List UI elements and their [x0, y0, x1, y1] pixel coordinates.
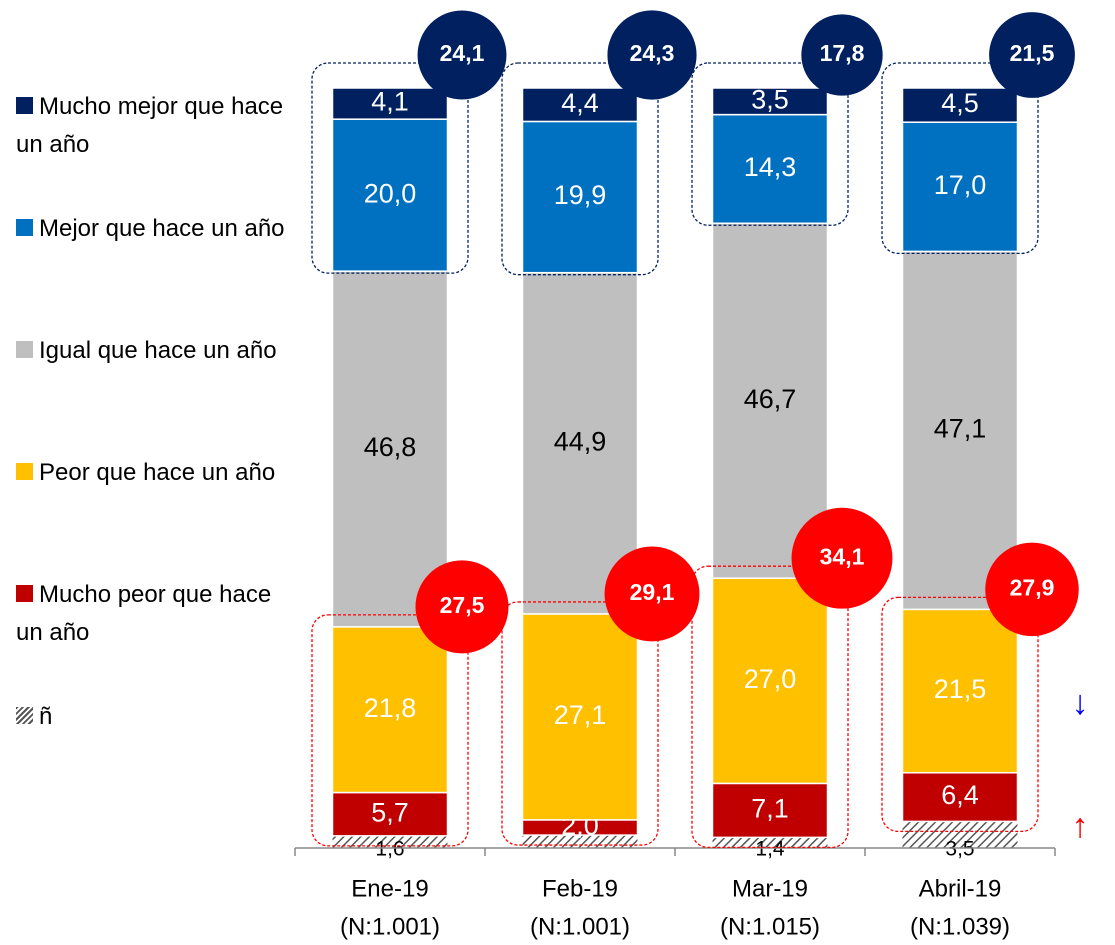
bar-segment [521, 613, 639, 821]
data-label: 46,7 [744, 384, 797, 414]
bar-segment [711, 87, 829, 116]
bar-segment [901, 250, 1019, 611]
legend-label: Mucho peor que hace un año [16, 581, 272, 646]
legend-swatch [16, 219, 33, 236]
x-tick-note: (N:1.015) [720, 913, 820, 940]
x-tick-note: (N:1.001) [530, 913, 630, 940]
bar-segment [331, 118, 449, 272]
bar-segment [711, 113, 829, 225]
data-label: 21,5 [934, 674, 987, 704]
group-box [311, 62, 469, 274]
legend-swatch [16, 463, 33, 480]
bar-segment [521, 271, 639, 615]
data-label: 20,0 [364, 178, 417, 208]
group-box [311, 614, 469, 847]
total-label: 24,3 [630, 40, 675, 66]
data-label: 14,3 [744, 152, 797, 182]
data-label: 7,1 [751, 794, 789, 824]
group-box [691, 62, 849, 226]
legend-swatch [16, 585, 33, 602]
total-label: 17,8 [820, 40, 865, 66]
total-label: 34,1 [820, 543, 865, 569]
total-circle [607, 10, 697, 100]
legend-swatch [16, 341, 33, 358]
bar-segment [902, 821, 1018, 848]
legend-item: Mucho peor que hace un año [16, 576, 286, 652]
group-box [501, 601, 659, 846]
bar-segment [711, 577, 829, 785]
total-circle [985, 542, 1079, 637]
legend-swatch [16, 97, 33, 114]
bar-segment [331, 87, 449, 120]
total-label: 29,1 [630, 579, 675, 605]
data-label: 19,9 [554, 180, 607, 210]
data-label: 3,5 [751, 84, 789, 114]
total-label: 21,5 [1010, 40, 1055, 66]
data-label: 4,4 [561, 88, 599, 118]
x-tick-label: Ene-19 [351, 875, 428, 902]
data-label: 1,4 [755, 838, 785, 861]
total-label: 27,5 [440, 592, 485, 618]
total-circle [801, 14, 883, 96]
x-tick-label: Feb-19 [542, 875, 618, 902]
legend-label: ñ [39, 703, 53, 730]
annotation: ↓ [1072, 684, 1089, 722]
legend-label: Mucho mejor que hace un año [16, 93, 284, 158]
data-label: 17,0 [934, 170, 987, 200]
group-box [881, 596, 1039, 833]
total-circle [415, 560, 509, 654]
group-box [691, 565, 849, 849]
legend-item: Mucho mejor que hace un año [16, 88, 286, 164]
legend-item: Mejor que hace un año [16, 210, 286, 248]
total-circle [791, 507, 893, 609]
x-tick-note: (N:1.039) [910, 913, 1010, 940]
bar-segment [901, 608, 1019, 774]
x-tick-label: Abril-19 [919, 875, 1002, 902]
group-box [881, 62, 1039, 255]
data-label: 46,8 [364, 432, 417, 462]
data-label: 3,5 [945, 838, 974, 861]
data-label: 27,0 [744, 664, 797, 694]
data-label: 4,5 [941, 88, 979, 118]
total-circle [604, 546, 700, 642]
total-circle [417, 10, 507, 100]
legend-item: Peor que hace un año [16, 454, 286, 492]
bar-segment [521, 120, 639, 274]
bar-segment [331, 626, 449, 794]
data-label: 21,8 [364, 693, 417, 723]
legend-label: Mejor que hace un año [39, 215, 285, 242]
data-label: 6,4 [941, 780, 979, 810]
legend-label: Igual que hace un año [39, 337, 277, 364]
legend-item: ñ [16, 698, 286, 736]
legend-swatch [16, 707, 33, 724]
bar-segment [521, 87, 639, 123]
data-label: 5,7 [371, 797, 409, 827]
total-circle [989, 12, 1075, 98]
x-tick-label: Mar-19 [732, 875, 808, 902]
legend-item: Igual que hace un año [16, 332, 286, 370]
data-label: 47,1 [934, 414, 987, 444]
legend-label: Peor que hace un año [39, 459, 276, 486]
bar-segment [901, 87, 1019, 123]
data-label: 44,9 [554, 426, 607, 456]
data-label: 27,1 [554, 700, 607, 730]
data-label: 1,6 [375, 838, 404, 861]
data-label: 4,1 [371, 87, 409, 117]
bar-segment [901, 121, 1019, 253]
annotation: ↑ [1072, 807, 1089, 845]
group-box [501, 62, 659, 276]
x-tick-note: (N:1.001) [340, 913, 440, 940]
bar-segment [332, 835, 448, 848]
bar-segment [712, 837, 828, 848]
total-label: 24,1 [440, 40, 485, 66]
total-label: 27,9 [1010, 574, 1055, 600]
bar-segment [331, 791, 449, 837]
